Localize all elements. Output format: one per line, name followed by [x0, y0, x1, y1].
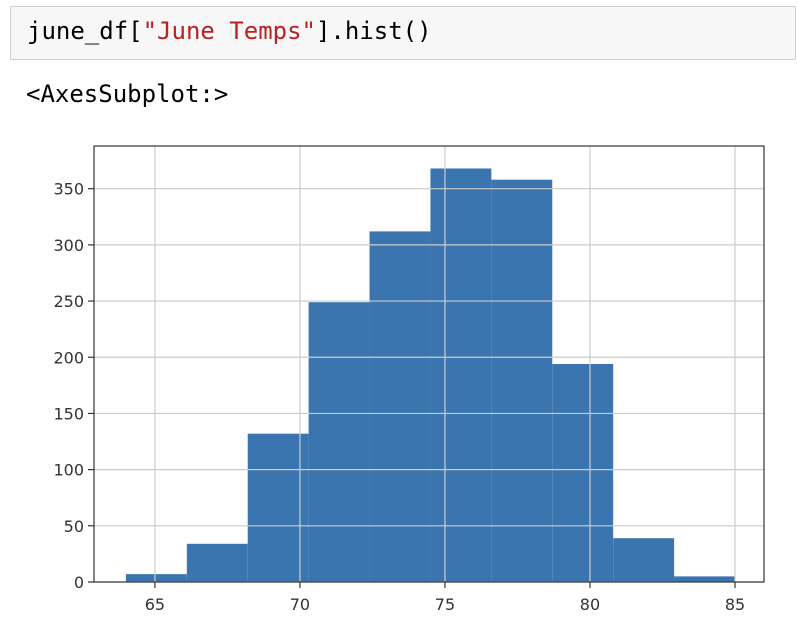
y-tick-label: 50: [64, 517, 84, 536]
histogram-bar: [308, 302, 370, 582]
histogram-bar: [491, 179, 553, 582]
histogram-bar: [613, 538, 675, 582]
y-tick-label: 300: [53, 236, 84, 255]
output-repr: <AxesSubplot:>: [26, 80, 229, 108]
x-tick-label: 85: [725, 595, 745, 614]
histogram-bar: [186, 543, 248, 582]
code-cell[interactable]: june_df["June Temps"].hist(): [10, 6, 796, 60]
code-prefix: june_df[: [27, 17, 143, 45]
y-tick-label: 200: [53, 348, 84, 367]
y-tick-label: 250: [53, 292, 84, 311]
x-tick-label: 75: [435, 595, 455, 614]
histogram-bar: [674, 576, 735, 582]
code-line: june_df["June Temps"].hist(): [27, 17, 432, 45]
x-tick-label: 70: [290, 595, 310, 614]
histogram-bar: [430, 168, 492, 582]
y-tick-label: 150: [53, 404, 84, 423]
x-tick-label: 65: [145, 595, 165, 614]
histogram-chart: 65 70 75 80 85 0 50 100 150 200 250 300 350: [53, 145, 765, 614]
code-suffix: ].hist(): [315, 17, 432, 45]
histogram-bar: [552, 364, 614, 582]
histogram-bar: [125, 574, 187, 582]
histogram-bar: [369, 231, 431, 582]
y-tick-label: 0: [74, 573, 84, 592]
histogram-bar: [247, 433, 309, 582]
y-tick-label: 350: [53, 180, 84, 199]
code-string: "June Temps": [142, 17, 316, 45]
x-tick-label: 80: [580, 595, 600, 614]
plot-frame: [93, 145, 765, 583]
y-tick-label: 100: [53, 461, 84, 480]
